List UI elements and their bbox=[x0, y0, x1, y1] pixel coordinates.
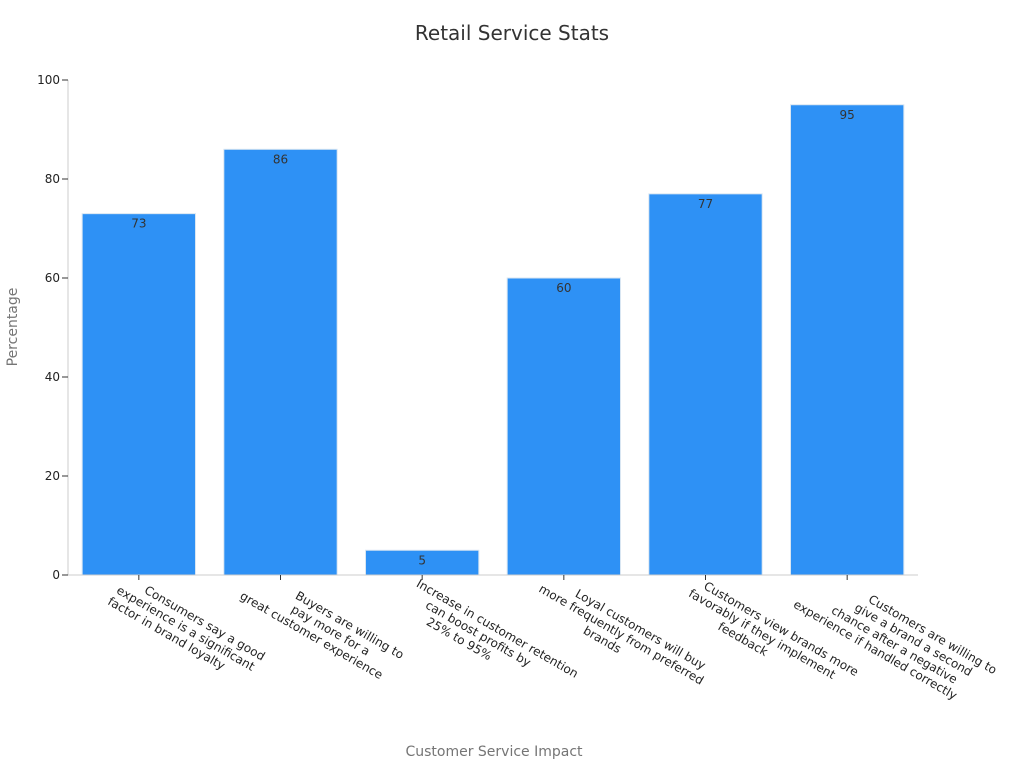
category-label: Consumers say a goodexperience is a sign… bbox=[105, 570, 267, 688]
bars-group: 73 86 5 60 77 95 bbox=[81, 104, 905, 576]
x-axis-title: Customer Service Impact bbox=[405, 744, 583, 760]
bar-value-label: 60 bbox=[556, 281, 571, 295]
y-tick-label: 100 bbox=[37, 73, 60, 87]
y-tick-label: 20 bbox=[45, 469, 60, 483]
y-tick-label: 80 bbox=[45, 172, 60, 186]
x-tick-label: Customers are willing togive a brand a s… bbox=[791, 561, 999, 714]
bar bbox=[506, 277, 621, 576]
category-label: Buyers are willing topay more for agreat… bbox=[238, 565, 407, 687]
bar-value-label: 73 bbox=[131, 217, 146, 231]
x-tick-label: Buyers are willing topay more for agreat… bbox=[238, 565, 407, 687]
y-tick-label: 0 bbox=[52, 568, 60, 582]
y-axis: 0 20 40 60 80 100 bbox=[37, 73, 69, 582]
bar-value-label: 77 bbox=[698, 197, 713, 211]
x-tick-label: Consumers say a goodexperience is a sign… bbox=[105, 570, 267, 688]
x-axis: Consumers say a goodexperience is a sign… bbox=[68, 561, 999, 714]
bar-value-label: 95 bbox=[840, 108, 855, 122]
bar bbox=[365, 549, 480, 576]
category-label: Customers are willing togive a brand a s… bbox=[791, 561, 999, 714]
bar-value-label: 5 bbox=[418, 553, 426, 567]
y-tick-label: 40 bbox=[45, 370, 60, 384]
category-label: Loyal customers will buymore frequently … bbox=[530, 569, 714, 699]
x-tick-label: Customers view brands morefavorably if t… bbox=[679, 574, 861, 703]
y-axis-title: Percentage bbox=[5, 288, 21, 367]
y-tick-label: 60 bbox=[45, 271, 60, 285]
x-tick-label: Loyal customers will buymore frequently … bbox=[530, 569, 714, 699]
bar bbox=[223, 148, 338, 576]
chart-title: Retail Service Stats bbox=[415, 21, 609, 45]
bar bbox=[81, 213, 196, 576]
category-label-line: experience is a significant bbox=[114, 583, 257, 674]
bar bbox=[790, 104, 905, 576]
bar bbox=[648, 193, 763, 576]
category-label: Customers view brands morefavorably if t… bbox=[679, 574, 861, 703]
bar-value-label: 86 bbox=[273, 152, 288, 166]
category-label-line: favorably if they implement bbox=[686, 586, 838, 682]
